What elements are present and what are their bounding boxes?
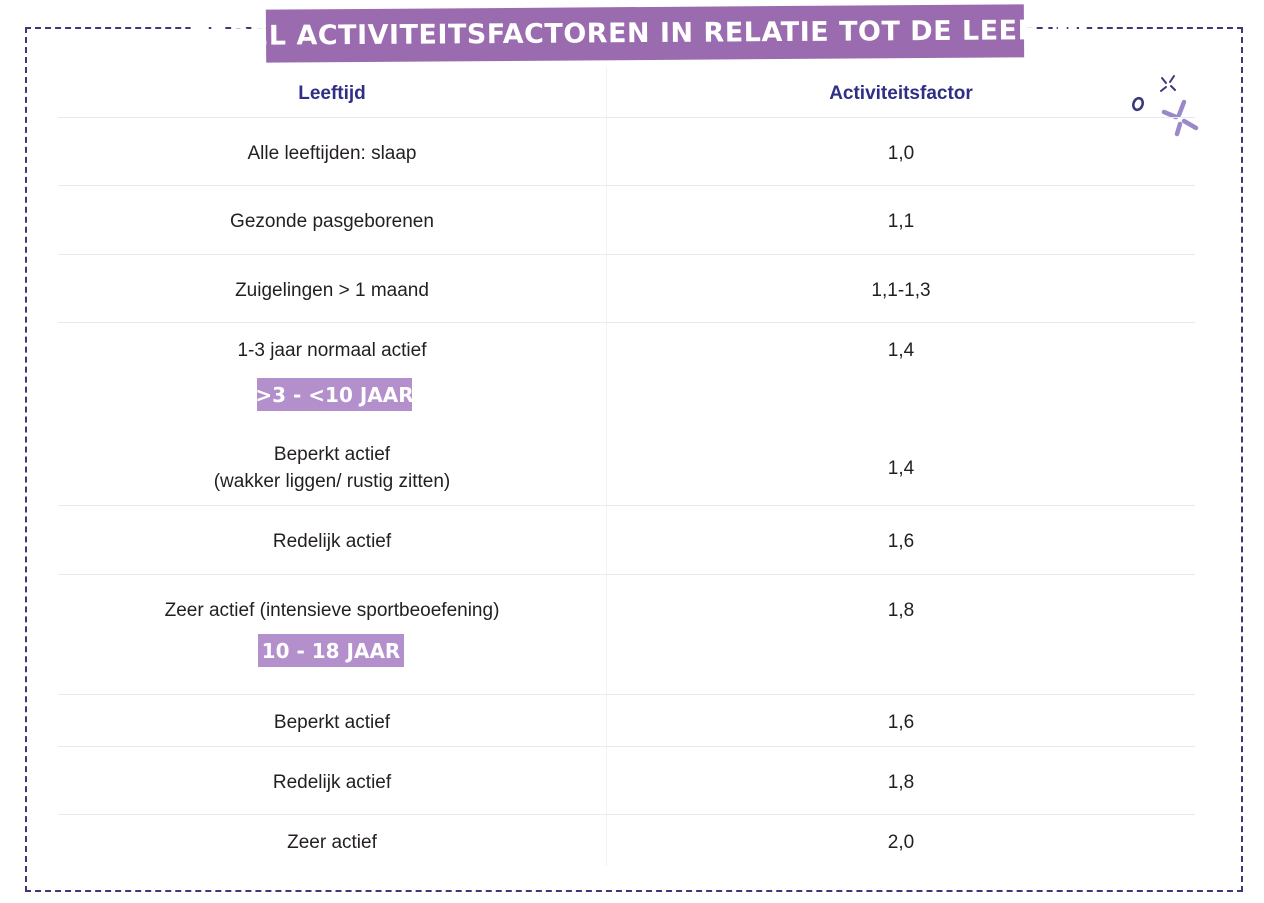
row-divider	[58, 254, 1195, 255]
sparkle-doodle-icon	[1131, 75, 1199, 137]
table-row-age: 1-3 jaar normaal actief	[237, 340, 427, 361]
table-row-age-detail: (wakker liggen/ rustig zitten)	[213, 471, 451, 492]
table-row-factor: 1,8	[887, 772, 915, 793]
table-row-age: Gezonde pasgeborenen	[230, 211, 434, 232]
table-row-age: Zeer actief (intensieve sportbeoefening)	[164, 600, 500, 621]
table-row-factor: 1,0	[887, 143, 915, 164]
row-divider	[58, 322, 1195, 323]
table-row-factor: 1,6	[887, 712, 915, 733]
row-divider	[58, 574, 1195, 575]
table-row-factor: 2,0	[887, 832, 915, 853]
table-row-age: Zeer actief	[287, 832, 377, 853]
row-divider	[58, 505, 1195, 506]
column-divider	[606, 68, 607, 866]
age-group-heading: >3 - <10 JAAR	[255, 378, 414, 411]
table-row-age: Zuigelingen > 1 maand	[235, 280, 429, 301]
table-row-age: Redelijk actief	[272, 772, 392, 793]
column-header-age: Leeftijd	[298, 83, 366, 104]
row-divider	[58, 694, 1195, 695]
table-row-factor: 1,1	[887, 211, 915, 232]
table-row-age: Beperkt actief	[273, 712, 391, 733]
table-row-factor: 1,4	[887, 340, 915, 361]
row-divider	[58, 814, 1195, 815]
page-title: TABEL ACTIVITEITSFACTOREN IN RELATIE TOT…	[190, 4, 1100, 63]
table-row-factor: 1,6	[887, 531, 915, 552]
table-row-factor: 1,1-1,3	[871, 280, 931, 301]
row-divider	[58, 185, 1195, 186]
table-row-factor: 1,4	[887, 458, 915, 479]
table-row-age: Beperkt actief	[273, 444, 391, 465]
table-row-age: Redelijk actief	[272, 531, 392, 552]
row-divider	[58, 117, 1195, 118]
table-row-age: Alle leeftijden: slaap	[247, 143, 417, 164]
column-header-factor: Activiteitsfactor	[829, 83, 973, 104]
table-row-factor: 1,8	[887, 600, 915, 621]
row-divider	[58, 746, 1195, 747]
age-group-heading: 10 - 18 JAAR	[258, 634, 404, 667]
